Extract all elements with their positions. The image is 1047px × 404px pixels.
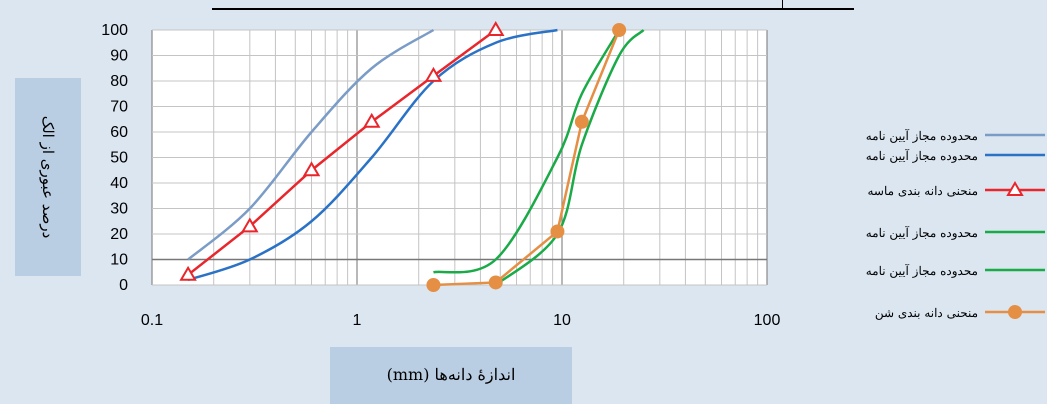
legend-label: محدوده مجاز آیین نامه — [866, 148, 978, 163]
legend-label: محدوده مجاز آیین نامه — [866, 225, 978, 240]
data-point — [426, 278, 441, 292]
y-tick-labels: 0 10 20 30 40 50 60 70 80 90 100 — [101, 22, 128, 294]
y-tick-label: 10 — [110, 252, 128, 269]
y-tick-label: 60 — [110, 124, 128, 141]
data-point — [488, 275, 503, 290]
legend-label: محدوده مجاز آیین نامه — [866, 128, 978, 143]
y-tick-label: 20 — [110, 226, 128, 243]
legend: محدوده مجاز آیین نامه محدوده مجاز آیین نا… — [866, 128, 1045, 320]
data-point — [550, 224, 565, 239]
data-point — [362, 112, 381, 128]
series-line — [494, 29, 645, 286]
data-point — [179, 265, 197, 281]
data-point — [241, 217, 259, 233]
legend-label: محدوده مجاز آیین نامه — [866, 263, 978, 278]
x-tick-labels: 0.1 1 10 100 — [141, 312, 781, 329]
y-axis-label: درصد عبوری از الک — [39, 115, 57, 239]
top-border — [212, 0, 854, 10]
y-tick-label: 40 — [110, 175, 128, 192]
series-line — [187, 28, 435, 261]
x-tick-label: 10 — [553, 312, 571, 329]
y-tick-label: 80 — [110, 73, 128, 90]
legend-label: منحنی دانه بندی شن — [875, 306, 978, 320]
data-point — [574, 114, 589, 129]
y-tick-label: 0 — [119, 277, 128, 294]
y-axis-label-box — [15, 78, 81, 276]
series-line — [433, 29, 621, 274]
series-line — [187, 28, 558, 282]
y-tick-label: 50 — [110, 150, 128, 167]
series-layer — [179, 21, 645, 292]
x-tick-label: 0.1 — [141, 312, 163, 329]
data-point — [302, 161, 321, 177]
data-point — [612, 23, 627, 37]
x-tick-label: 1 — [353, 312, 362, 329]
y-tick-label: 100 — [101, 22, 128, 39]
data-point — [486, 21, 505, 36]
grid — [151, 29, 768, 286]
series-line — [187, 28, 497, 276]
y-tick-label: 70 — [110, 99, 128, 116]
y-tick-label: 90 — [110, 48, 128, 65]
x-axis-label: اندازۀ دانه‌ها (mm) — [386, 365, 516, 384]
data-point — [424, 66, 443, 82]
legend-marker — [1008, 305, 1022, 319]
top-border-tick — [782, 0, 783, 8]
x-tick-label: 100 — [754, 312, 781, 329]
y-tick-label: 30 — [110, 201, 128, 218]
x-axis-label-box: اندازۀ دانه‌ها (mm) — [330, 347, 572, 404]
legend-marker — [1006, 181, 1024, 196]
legend-label: منحنی دانه بندی ماسه — [867, 184, 978, 198]
